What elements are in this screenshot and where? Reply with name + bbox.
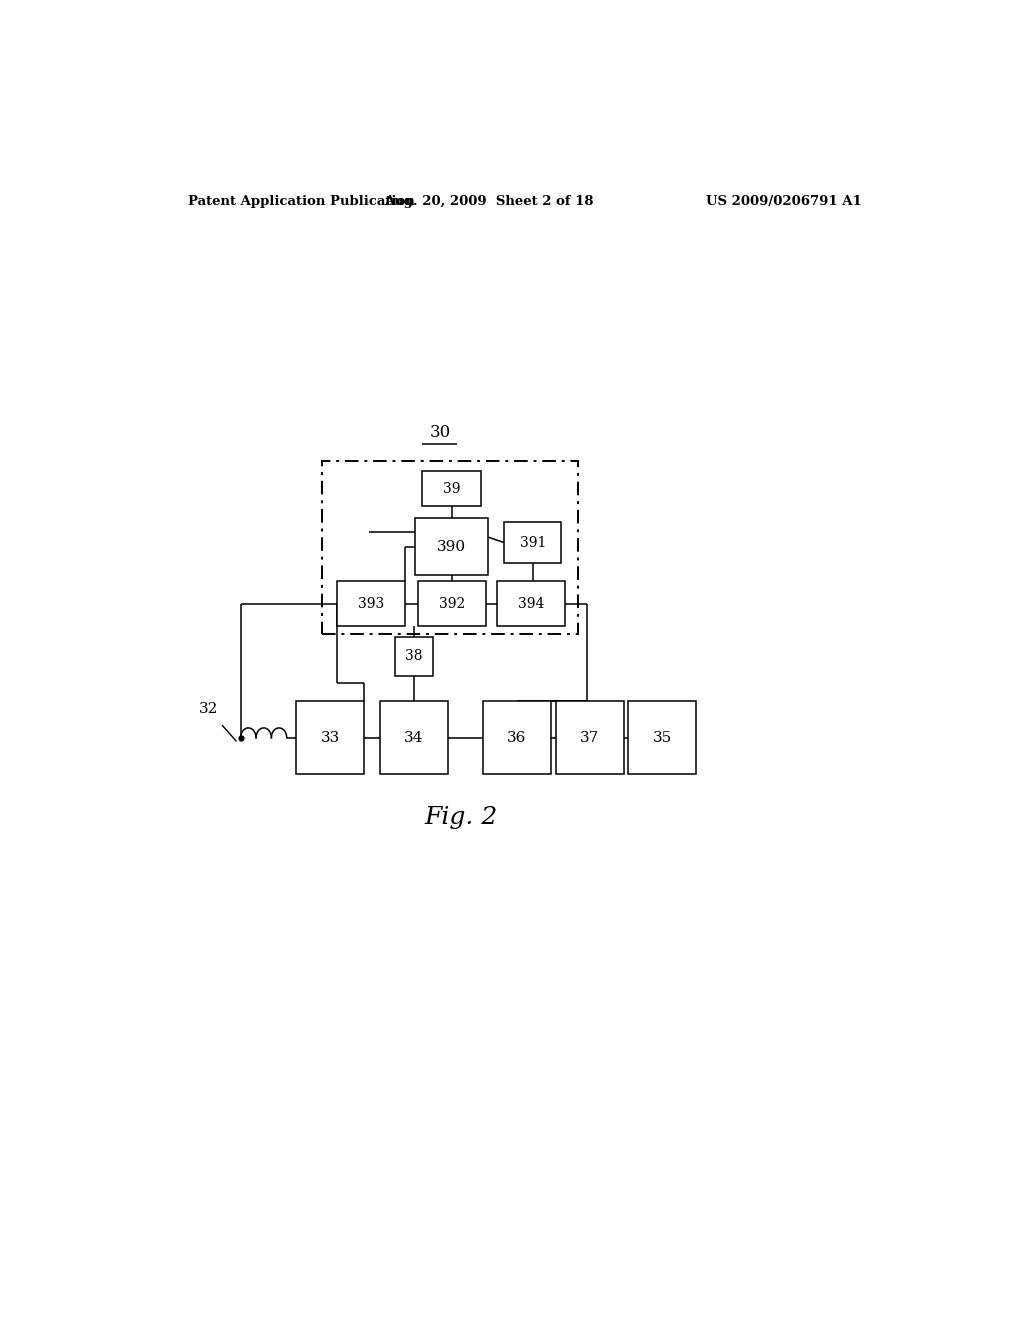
Text: 30: 30 xyxy=(429,424,451,441)
Bar xyxy=(322,461,578,634)
Bar xyxy=(497,581,565,626)
Bar xyxy=(628,701,696,775)
Bar xyxy=(556,701,624,775)
Text: 390: 390 xyxy=(437,540,466,553)
Bar xyxy=(423,471,481,506)
Text: 38: 38 xyxy=(404,649,423,664)
Text: 35: 35 xyxy=(652,731,672,744)
Bar xyxy=(337,581,404,626)
Bar xyxy=(482,701,551,775)
Bar xyxy=(380,701,447,775)
Text: Patent Application Publication: Patent Application Publication xyxy=(187,194,415,207)
Text: Aug. 20, 2009  Sheet 2 of 18: Aug. 20, 2009 Sheet 2 of 18 xyxy=(384,194,594,207)
Text: 393: 393 xyxy=(357,597,384,611)
Bar xyxy=(416,519,488,576)
Text: 394: 394 xyxy=(518,597,545,611)
Text: 39: 39 xyxy=(443,482,461,496)
Text: 392: 392 xyxy=(438,597,465,611)
Text: Fig. 2: Fig. 2 xyxy=(425,805,498,829)
Text: 33: 33 xyxy=(321,731,340,744)
Bar xyxy=(418,581,486,626)
Text: US 2009/0206791 A1: US 2009/0206791 A1 xyxy=(707,194,862,207)
Bar xyxy=(394,638,433,676)
Bar xyxy=(504,523,561,562)
Text: 36: 36 xyxy=(507,731,526,744)
Text: 34: 34 xyxy=(404,731,423,744)
Bar xyxy=(296,701,365,775)
Text: 37: 37 xyxy=(581,731,599,744)
Text: 391: 391 xyxy=(519,536,546,549)
Text: 32: 32 xyxy=(200,702,219,717)
